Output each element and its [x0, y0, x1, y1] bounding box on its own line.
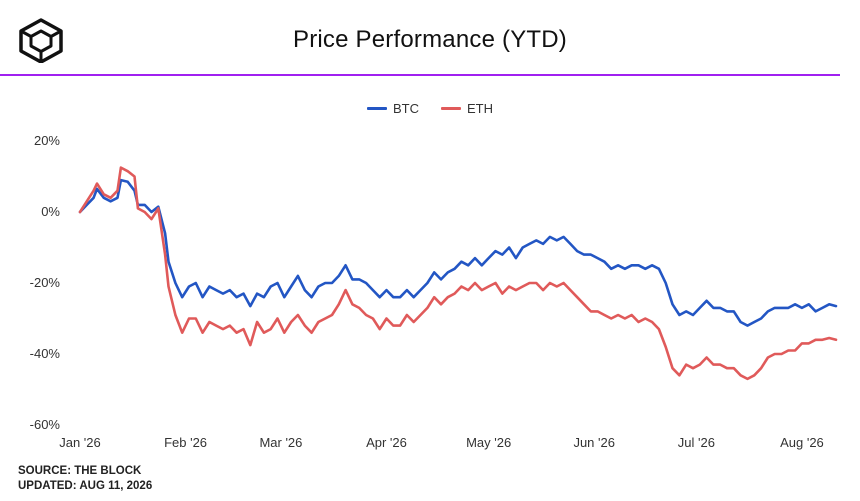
x-tick-label: May '26 [466, 435, 511, 450]
series-line-btc [78, 178, 838, 327]
y-tick-label: -60% [30, 417, 61, 432]
chart-footer: SOURCE: THE BLOCK UPDATED: AUG 11, 2026 [18, 464, 152, 494]
y-tick-label: -20% [30, 275, 61, 290]
legend-item-eth[interactable]: ETH [441, 101, 493, 116]
line-chart: 20% 0% -20% -40% -60% Jan '26 Feb '26 Mar '26 Ap… [30, 133, 838, 450]
x-tick-label: Mar '26 [259, 435, 302, 450]
chart-title: Price Performance (YTD) [293, 26, 567, 53]
legend-label-eth: ETH [467, 101, 493, 116]
the-block-cube-icon [19, 18, 63, 63]
legend-item-btc[interactable]: BTC [367, 101, 419, 116]
y-tick-label: -40% [30, 346, 61, 361]
source-note: SOURCE: THE BLOCK [18, 465, 142, 477]
x-tick-label: Apr '26 [366, 435, 407, 450]
chart-header: Price Performance (YTD) [0, 0, 860, 78]
legend-swatch-btc [367, 107, 387, 110]
legend-label-btc: BTC [393, 101, 419, 116]
x-tick-label: Feb '26 [164, 435, 207, 450]
x-tick-label: Aug '26 [780, 435, 824, 450]
chart-legend: BTC ETH [0, 101, 860, 116]
updated-note: UPDATED: AUG 11, 2026 [18, 480, 153, 492]
y-tick-label: 20% [34, 133, 60, 148]
x-tick-label: Jun '26 [573, 435, 615, 450]
x-tick-label: Jul '26 [678, 435, 715, 450]
header-divider [0, 74, 840, 76]
series-line-eth [78, 166, 838, 381]
y-tick-label: 0% [41, 204, 60, 219]
legend-swatch-eth [441, 107, 461, 110]
x-tick-label: Jan '26 [59, 435, 101, 450]
